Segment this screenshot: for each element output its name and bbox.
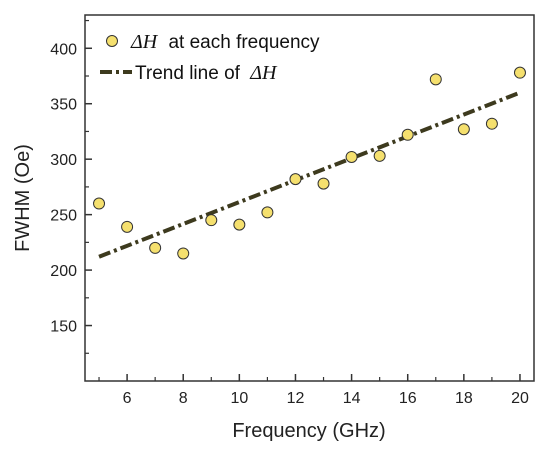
data-point <box>261 206 274 219</box>
x-tick-label: 14 <box>343 390 361 407</box>
y-axis-title: FWHM (Oe) <box>12 144 34 252</box>
trend-line <box>98 90 521 259</box>
data-point <box>485 117 498 130</box>
y-tick-label: 350 <box>50 97 77 114</box>
scatter-series <box>93 66 526 260</box>
data-point <box>93 197 106 210</box>
legend-scatter-symbol: ΔH <box>130 31 159 53</box>
legend: ΔH at each frequency Trend line of ΔH <box>100 31 320 84</box>
x-tick-label: 8 <box>179 390 188 407</box>
x-tick-label: 10 <box>230 390 248 407</box>
x-tick-label: 16 <box>399 390 417 407</box>
data-point <box>373 149 386 162</box>
data-point <box>121 220 134 233</box>
data-point <box>429 73 442 86</box>
y-tick-label: 300 <box>50 152 77 169</box>
data-point <box>205 214 218 227</box>
data-point <box>177 247 190 260</box>
legend-trend-symbol: ΔH <box>249 62 278 84</box>
y-tick-label: 250 <box>50 208 77 225</box>
y-tick-label: 400 <box>50 41 77 58</box>
trend-line-series <box>98 90 521 259</box>
x-axis: 6 8 10 12 14 16 18 20 <box>98 374 529 407</box>
y-tick-label: 150 <box>50 319 77 336</box>
y-axis: 150 200 250 300 350 400 <box>50 19 92 354</box>
data-point <box>457 123 470 136</box>
data-point <box>345 150 358 163</box>
y-tick-label: 200 <box>50 263 77 280</box>
plot-frame <box>84 14 535 382</box>
x-tick-label: 12 <box>287 390 305 407</box>
x-tick-label: 20 <box>511 390 529 407</box>
data-point <box>149 241 162 254</box>
legend-label-scatter: ΔH at each frequency <box>130 31 320 53</box>
data-point <box>289 173 302 186</box>
data-point <box>401 128 414 141</box>
x-tick-label: 18 <box>455 390 473 407</box>
x-tick-label: 6 <box>123 390 132 407</box>
legend-label-trend: Trend line of ΔH <box>135 62 278 84</box>
data-point <box>233 218 246 231</box>
legend-trend-text: Trend line of <box>135 63 241 84</box>
data-point <box>513 66 526 79</box>
data-point <box>317 177 330 190</box>
x-axis-title: Frequency (GHz) <box>232 420 385 442</box>
legend-scatter-text: at each frequency <box>168 32 320 53</box>
legend-marker-scatter <box>106 35 118 47</box>
